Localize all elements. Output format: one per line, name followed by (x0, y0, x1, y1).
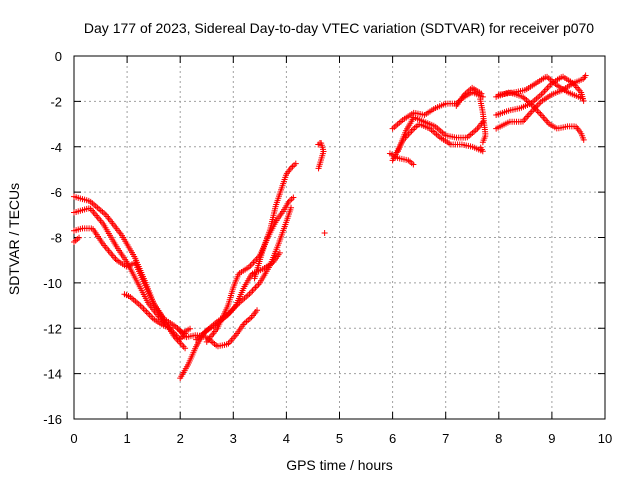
data-point (276, 249, 283, 256)
data-point (145, 310, 152, 317)
y-tick-label: -4 (50, 140, 62, 155)
data-point (410, 161, 417, 168)
data-points (71, 72, 589, 382)
chart-title: Day 177 of 2023, Sidereal Day-to-day VTE… (84, 20, 594, 36)
data-point (140, 305, 147, 312)
y-tick-label: -6 (50, 185, 62, 200)
x-tick-label: 1 (123, 431, 130, 446)
data-point (138, 304, 145, 311)
data-point (477, 96, 484, 103)
y-tick-label: -8 (50, 231, 62, 246)
tick-labels: 0 1 2 3 4 5 6 7 8 9 10 -16 -14 -12 -10 -8 -6 -4 -2 0 (43, 49, 612, 446)
x-tick-label: 7 (442, 431, 449, 446)
x-tick-label: 9 (548, 431, 555, 446)
axis-ticks (73, 55, 606, 420)
y-tick-label: 0 (55, 49, 62, 64)
y-tick-label: -12 (43, 321, 62, 336)
x-tick-label: 10 (598, 431, 612, 446)
data-point (477, 144, 484, 151)
data-point (478, 90, 485, 97)
y-axis-label: SDTVAR / TECUs (6, 183, 22, 295)
data-point (290, 194, 297, 201)
data-point (142, 307, 149, 314)
data-point (321, 229, 328, 236)
y-tick-label: -10 (43, 276, 62, 291)
data-point (187, 325, 194, 332)
data-point (579, 95, 586, 102)
x-axis-label: GPS time / hours (286, 457, 393, 473)
x-tick-label: 0 (70, 431, 77, 446)
y-tick-label: -2 (50, 94, 62, 109)
x-tick-label: 5 (336, 431, 343, 446)
data-point (580, 136, 587, 143)
y-tick-label: -14 (43, 367, 62, 382)
data-point (148, 313, 155, 320)
data-point (582, 72, 589, 79)
data-point (479, 118, 486, 125)
data-point (76, 234, 83, 241)
data-point (254, 307, 261, 314)
x-tick-label: 2 (177, 431, 184, 446)
data-point (168, 325, 175, 332)
x-tick-label: 6 (389, 431, 396, 446)
x-tick-label: 4 (283, 431, 290, 446)
data-point (292, 160, 299, 167)
data-point (182, 345, 189, 352)
x-tick-label: 8 (495, 431, 502, 446)
x-tick-label: 3 (230, 431, 237, 446)
grid-lines (74, 56, 605, 419)
data-point (288, 204, 295, 211)
data-point (315, 165, 322, 172)
data-point (143, 308, 150, 315)
data-point (146, 312, 153, 319)
y-tick-label: -16 (43, 412, 62, 427)
